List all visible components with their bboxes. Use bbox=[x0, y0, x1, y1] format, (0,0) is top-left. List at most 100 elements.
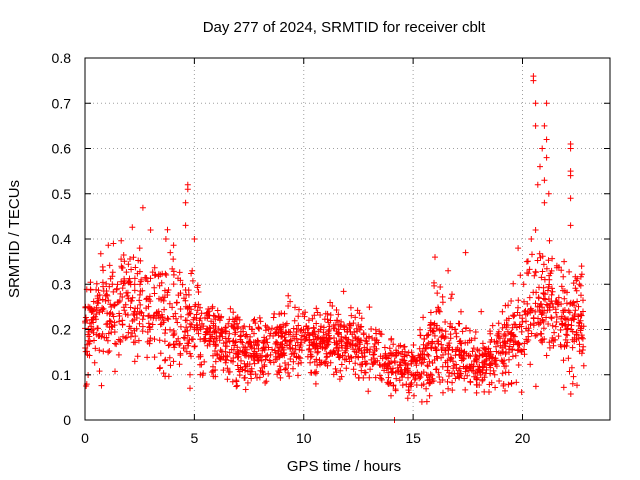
data-point-plus bbox=[518, 389, 525, 396]
data-point-plus bbox=[564, 339, 571, 346]
data-point-plus bbox=[248, 353, 255, 360]
data-point-plus bbox=[295, 372, 301, 379]
data-point-plus bbox=[184, 186, 191, 193]
data-point-plus bbox=[478, 308, 485, 315]
data-point-plus bbox=[197, 324, 204, 331]
data-point-plus bbox=[448, 295, 454, 302]
data-point-plus bbox=[142, 274, 149, 281]
data-point-plus bbox=[86, 320, 93, 327]
data-point-plus bbox=[473, 358, 480, 365]
data-point-plus bbox=[296, 354, 303, 361]
data-point-plus bbox=[479, 369, 486, 376]
data-point-plus bbox=[320, 337, 327, 344]
data-point-plus bbox=[122, 311, 129, 318]
data-point-plus bbox=[436, 374, 443, 380]
data-point-plus bbox=[431, 332, 438, 339]
data-point-plus bbox=[145, 313, 152, 320]
data-point-plus bbox=[295, 313, 302, 320]
data-point-plus bbox=[277, 374, 284, 381]
data-point-plus bbox=[158, 311, 165, 318]
data-point-plus bbox=[83, 383, 90, 389]
data-point-plus bbox=[435, 369, 442, 376]
data-point-plus bbox=[312, 370, 319, 377]
data-point-plus bbox=[481, 360, 488, 367]
data-point-plus bbox=[458, 308, 464, 315]
data-point-plus bbox=[421, 336, 428, 342]
data-point-plus bbox=[577, 317, 584, 324]
data-point-plus bbox=[126, 275, 133, 282]
data-point-plus bbox=[358, 347, 365, 354]
data-point-plus bbox=[578, 334, 585, 341]
data-point-plus bbox=[239, 366, 246, 373]
data-point-plus bbox=[252, 371, 259, 378]
data-point-plus bbox=[382, 352, 389, 359]
data-point-plus bbox=[176, 269, 183, 276]
data-point-plus bbox=[99, 263, 106, 270]
data-point-plus bbox=[254, 353, 260, 359]
data-point-plus bbox=[401, 353, 408, 360]
data-point-plus bbox=[385, 355, 392, 362]
data-point-plus bbox=[416, 375, 423, 382]
data-point-plus bbox=[222, 348, 229, 355]
data-point-plus bbox=[449, 379, 456, 386]
data-point-plus bbox=[89, 308, 96, 315]
data-point-plus bbox=[260, 371, 267, 378]
data-point-plus bbox=[248, 344, 255, 351]
data-point-plus bbox=[235, 349, 242, 355]
data-point-plus bbox=[102, 297, 109, 304]
data-point-plus bbox=[538, 301, 545, 307]
data-point-plus bbox=[444, 363, 451, 370]
data-point-plus bbox=[107, 301, 114, 308]
data-point-plus bbox=[326, 350, 333, 356]
data-point-plus bbox=[490, 367, 497, 374]
data-point-plus bbox=[353, 349, 360, 356]
data-point-plus bbox=[317, 340, 324, 347]
data-point-plus bbox=[538, 337, 544, 344]
data-point-plus bbox=[88, 327, 95, 334]
data-point-plus bbox=[424, 362, 431, 369]
data-point-plus bbox=[220, 353, 227, 360]
data-point-plus bbox=[510, 313, 517, 320]
data-point-plus bbox=[546, 344, 553, 351]
data-point-plus bbox=[317, 326, 324, 333]
data-point-plus bbox=[177, 340, 183, 347]
data-point-plus bbox=[241, 323, 248, 330]
data-point-plus bbox=[576, 348, 583, 355]
data-point-plus bbox=[285, 292, 292, 299]
data-point-plus bbox=[276, 369, 283, 376]
data-point-plus bbox=[432, 254, 438, 261]
data-point-plus bbox=[492, 384, 499, 391]
data-point-plus bbox=[201, 335, 208, 342]
data-point-plus bbox=[541, 307, 548, 314]
data-point-plus bbox=[327, 299, 334, 306]
data-point-plus bbox=[215, 325, 222, 332]
data-point-plus bbox=[166, 300, 173, 307]
data-point-plus bbox=[367, 366, 374, 373]
data-point-plus bbox=[162, 356, 169, 363]
data-point-plus bbox=[540, 290, 547, 296]
data-point-plus bbox=[342, 334, 349, 341]
data-point-plus bbox=[438, 341, 445, 348]
data-point-plus bbox=[496, 378, 503, 384]
data-point-plus bbox=[290, 365, 296, 372]
data-point-plus bbox=[424, 377, 431, 384]
data-point-plus bbox=[479, 376, 486, 383]
data-point-plus bbox=[376, 372, 383, 379]
data-point-plus bbox=[140, 312, 147, 319]
data-point-plus bbox=[160, 370, 167, 377]
data-point-plus bbox=[435, 306, 442, 312]
data-point-plus bbox=[543, 100, 550, 107]
data-point-plus bbox=[539, 145, 546, 152]
data-point-plus bbox=[282, 338, 289, 345]
data-point-plus bbox=[541, 276, 548, 283]
data-point-plus bbox=[560, 273, 567, 280]
data-point-plus bbox=[216, 337, 223, 344]
data-point-plus bbox=[291, 317, 298, 324]
data-point-plus bbox=[124, 289, 131, 296]
data-point-plus bbox=[103, 321, 110, 328]
data-point-plus bbox=[564, 332, 571, 339]
data-point-plus bbox=[497, 335, 503, 342]
data-point-plus bbox=[563, 331, 570, 338]
data-point-plus bbox=[139, 204, 146, 211]
data-point-plus bbox=[251, 360, 258, 367]
